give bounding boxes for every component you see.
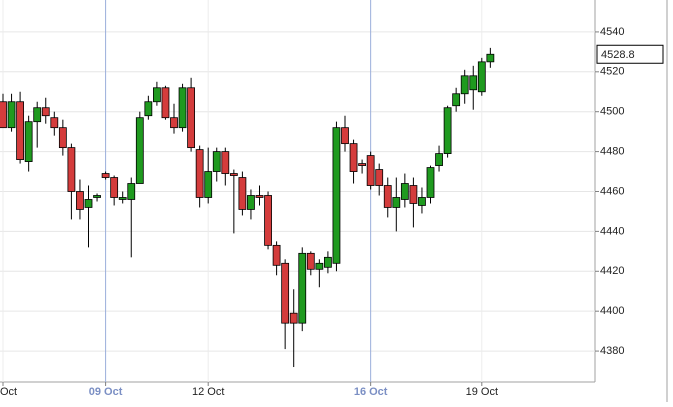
- candle-body: [16, 101, 25, 160]
- price-axis-panel: [595, 0, 667, 402]
- candle-body: [33, 107, 42, 123]
- x-tick-label: 19 Oct: [466, 386, 498, 398]
- candle-body: [152, 87, 161, 103]
- candle-body: [93, 195, 101, 198]
- candle-body: [272, 244, 281, 266]
- labels: 4380 4400 4420 4440 4460 4480 4500 4520 4540 Oct 0…: [0, 26, 664, 398]
- y-tick-label: 4400: [600, 305, 624, 317]
- y-tick-label: 4420: [600, 265, 624, 277]
- candle-body: [332, 127, 341, 264]
- x-tick-label: 12 Oct: [192, 386, 224, 398]
- y-tick-label: 4540: [600, 26, 624, 38]
- candle-body: [127, 183, 136, 200]
- candle-body: [477, 61, 486, 93]
- x-tick-label: 09 Oct: [89, 386, 123, 398]
- candle-body: [161, 87, 170, 119]
- candle-body: [135, 117, 144, 184]
- y-tick-label: 4460: [600, 185, 624, 197]
- grid: [0, 0, 599, 386]
- y-tick-label: 4500: [600, 106, 624, 118]
- candle-body: [409, 185, 418, 204]
- candle-body: [298, 252, 307, 324]
- candle-body: [349, 143, 358, 172]
- candle-body: [383, 185, 392, 208]
- candle-body: [221, 151, 230, 174]
- candle-body: [375, 169, 384, 186]
- candle-body: [0, 101, 7, 129]
- candle-body: [358, 163, 367, 166]
- candle-body: [486, 53, 495, 63]
- candle-body: [187, 87, 196, 149]
- candle-body: [118, 197, 127, 200]
- candle-body: [212, 151, 221, 172]
- candle-body: [366, 155, 375, 186]
- candle-body: [392, 197, 401, 208]
- candle-body: [443, 107, 452, 154]
- candle-body: [204, 171, 213, 198]
- candle-body: [178, 87, 187, 129]
- candle-body: [264, 195, 272, 246]
- candle-body: [24, 121, 33, 162]
- candle-body: [400, 183, 409, 200]
- candle-body: [452, 93, 461, 107]
- last-price-label: 4528.8: [601, 49, 635, 61]
- candle-body: [306, 252, 315, 270]
- last-price-box: [596, 44, 664, 64]
- candle-body: [255, 195, 264, 198]
- candle-body: [101, 173, 110, 178]
- candle-body: [323, 256, 332, 268]
- candle-body: [110, 177, 119, 198]
- candle-body: [144, 101, 153, 117]
- candle-body: [435, 153, 443, 166]
- candle-body: [341, 127, 349, 145]
- candle-body: [58, 127, 67, 149]
- candle-body: [247, 195, 255, 210]
- y-tick-label: 4440: [600, 225, 624, 237]
- y-tick-label: 4380: [600, 345, 624, 357]
- candle-body: [50, 117, 59, 129]
- candle-body: [289, 312, 298, 324]
- candle-body: [67, 147, 76, 192]
- candle-body: [469, 75, 478, 91]
- candles: [0, 47, 495, 368]
- candle-body: [170, 117, 178, 129]
- candle-body: [315, 262, 324, 270]
- candle-body: [229, 173, 238, 176]
- candle-body: [195, 149, 204, 198]
- x-tick-label: 16 Oct: [354, 386, 388, 398]
- candle-body: [281, 262, 290, 324]
- candle-body: [418, 197, 426, 206]
- candle-body: [460, 75, 469, 95]
- candle-body: [238, 177, 247, 210]
- y-tick-label: 4480: [600, 146, 624, 158]
- candle-body: [41, 107, 50, 117]
- candle-body: [426, 167, 435, 198]
- y-tick-label: 4520: [600, 66, 624, 78]
- candle-body: [76, 191, 84, 210]
- candle-body: [84, 199, 93, 208]
- candle-body: [7, 101, 16, 129]
- x-tick-label: Oct: [0, 386, 17, 398]
